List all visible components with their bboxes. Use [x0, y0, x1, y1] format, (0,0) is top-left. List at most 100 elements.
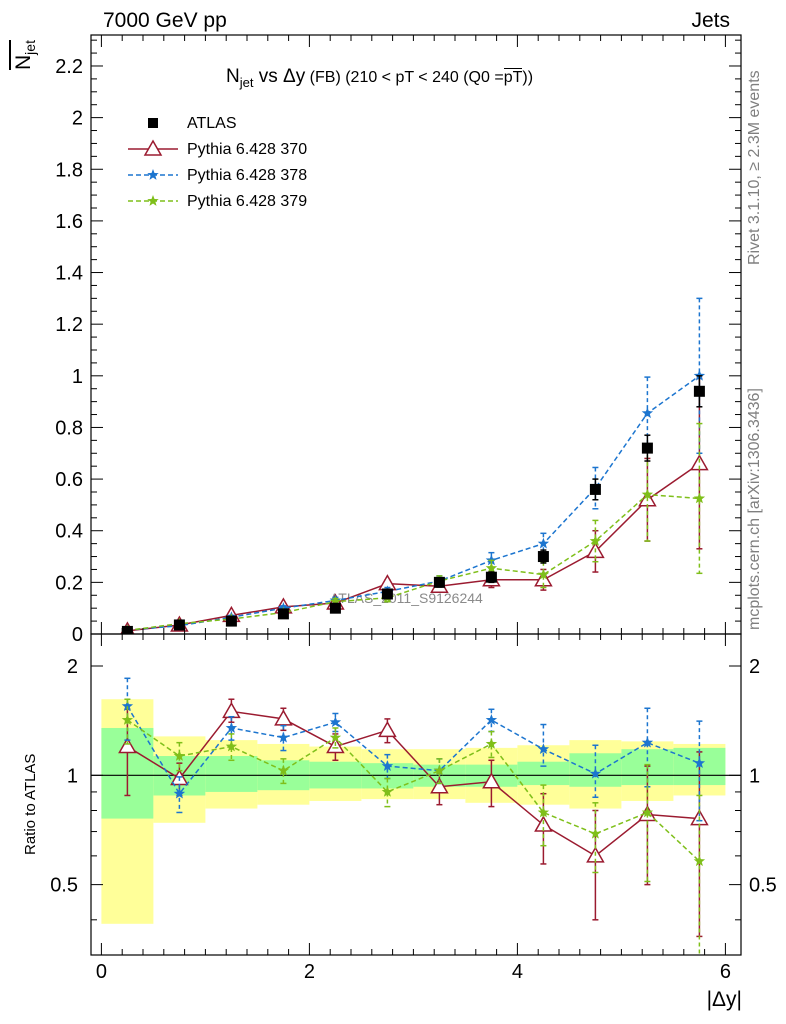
main-y-tick-label-6: 1.2 — [55, 314, 83, 336]
legend-marker-3 — [147, 195, 159, 206]
ratio-point-0-0 — [118, 737, 137, 754]
ratio-point-2-7 — [485, 737, 498, 749]
main-y-tick-label-9: 1.8 — [55, 159, 83, 181]
ratio-point-0-2 — [222, 701, 241, 719]
main-line-2 — [127, 375, 700, 631]
ratio-y-tick-right-1: 1 — [749, 765, 760, 787]
ratio-point-2-3 — [277, 764, 290, 776]
legend-marker-1 — [143, 139, 163, 156]
legend-markers — [128, 118, 178, 206]
ratio-point-1-11 — [693, 757, 706, 769]
main-point-3-9 — [589, 535, 602, 546]
ratio-point-2-2 — [225, 740, 238, 752]
band-green-8 — [517, 761, 570, 786]
ratio-frame — [90, 633, 742, 956]
main-point-0-0 — [121, 625, 133, 634]
main-point-0-11 — [693, 385, 705, 397]
ratio-point-2-5 — [381, 785, 394, 797]
main-y-tick-label-10: 2 — [72, 108, 83, 130]
main-y-tick-label-5: 1 — [72, 366, 83, 388]
ratio-line-0 — [127, 710, 700, 857]
main-point-0-10 — [641, 442, 653, 454]
ratio-y-tick-right-0: 0.5 — [749, 875, 777, 897]
ratio-point-1-7 — [485, 714, 498, 725]
legend-label-atlas: ATLAS — [187, 115, 237, 132]
main-point-2-10 — [641, 407, 654, 419]
main-line-1 — [127, 462, 700, 632]
main-point-0-5 — [381, 588, 393, 600]
main-y-tick-label-3: 0.6 — [55, 469, 83, 491]
main-point-0-1 — [173, 619, 185, 631]
main-point-0-8 — [537, 551, 549, 563]
x-axis-label: |Δy| — [706, 988, 742, 1011]
ratio-point-2-4 — [329, 731, 342, 743]
ratio-point-0-6 — [430, 777, 449, 794]
main-point-1-11 — [690, 454, 709, 471]
main-point-3-8 — [537, 568, 550, 580]
main-point-3-10 — [641, 488, 654, 500]
axis-ticks: 0 2 4 6 0 0.2 0.4 0.6 0.8 1 1.2 1.4 1.6 1.8 2 2.2 0.5 0.5… — [50, 35, 777, 983]
ratio-point-2-0 — [121, 714, 134, 725]
ratio-line-1 — [126, 705, 700, 796]
ratio-point-1-4 — [329, 716, 342, 728]
main-frame — [90, 34, 742, 635]
main-series — [120, 297, 709, 634]
main-point-3-4 — [329, 595, 342, 607]
ratio-point-2-10 — [641, 806, 654, 818]
legend-label-378: Pythia 6.428 378 — [187, 167, 308, 184]
main-point-0-2 — [225, 615, 237, 627]
main-point-0-7 — [485, 571, 497, 583]
ratio-point-1-3 — [277, 731, 290, 743]
main-point-2-8 — [537, 537, 550, 549]
legend-label-379: Pythia 6.428 379 — [187, 193, 308, 210]
legend-label-370: Pythia 6.428 370 — [187, 141, 308, 158]
x-tick-label-0: 0 — [96, 961, 107, 983]
axes-frames — [90, 34, 742, 956]
ratio-y-tick-right-2: 2 — [749, 656, 760, 678]
ratio-point-1-10 — [641, 736, 654, 748]
legend-marker-2 — [147, 169, 159, 180]
x-tick-label-3: 6 — [720, 961, 731, 983]
legend-marker-0 — [148, 118, 158, 128]
ratio-point-1-5 — [381, 760, 394, 771]
ratio-uncertainty-bands — [91, 699, 741, 924]
main-point-0-9 — [589, 483, 601, 495]
ratio-y-tick-left-0: 0.5 — [50, 875, 78, 897]
main-point-3-11 — [693, 492, 706, 504]
main-y-tick-label-2: 0.4 — [55, 521, 83, 543]
ratio-point-2-11 — [693, 855, 706, 867]
main-point-3-7 — [485, 562, 498, 574]
main-y-tick-label-11: 2.2 — [55, 56, 83, 78]
ratio-point-2-6 — [433, 764, 446, 776]
ratio-line-2 — [126, 719, 700, 862]
ratio-point-1-2 — [225, 721, 238, 733]
ratio-point-2-9 — [589, 827, 602, 839]
ratio-y-tick-left-1: 1 — [67, 765, 78, 787]
ratio-point-2-1 — [173, 750, 186, 761]
main-y-tick-label-8: 1.6 — [55, 211, 83, 233]
header-right: Jets — [691, 9, 730, 32]
main-y-tick-label-7: 1.4 — [55, 263, 83, 285]
header-left: 7000 GeV pp — [103, 9, 227, 32]
ratio-point-1-1 — [173, 787, 186, 799]
chart-title: Njet vs Δy (FB) (210 < pT < 240 (Q0 =pT)… — [226, 66, 534, 90]
ratio-point-2-8 — [537, 806, 550, 818]
main-point-0-4 — [329, 602, 341, 614]
ratio-point-1-9 — [589, 767, 602, 779]
band-green-2 — [205, 756, 258, 792]
ratio-y-tick-left-2: 2 — [67, 656, 78, 678]
ratio-point-0-7 — [482, 772, 501, 789]
main-point-0-3 — [277, 608, 289, 620]
ratio-point-1-8 — [537, 743, 550, 755]
x-tick-label-1: 2 — [304, 961, 315, 983]
x-tick-label-2: 4 — [512, 961, 523, 983]
main-line-3 — [127, 493, 700, 632]
ratio-point-0-5 — [378, 720, 397, 738]
main-point-0-6 — [433, 576, 445, 588]
main-y-tick-label-1: 0.2 — [55, 572, 83, 594]
ratio-point-0-3 — [274, 709, 293, 726]
ratio-series — [118, 677, 709, 955]
main-y-tick-label-0: 0 — [72, 624, 83, 646]
main-y-tick-label-4: 0.8 — [55, 417, 83, 439]
